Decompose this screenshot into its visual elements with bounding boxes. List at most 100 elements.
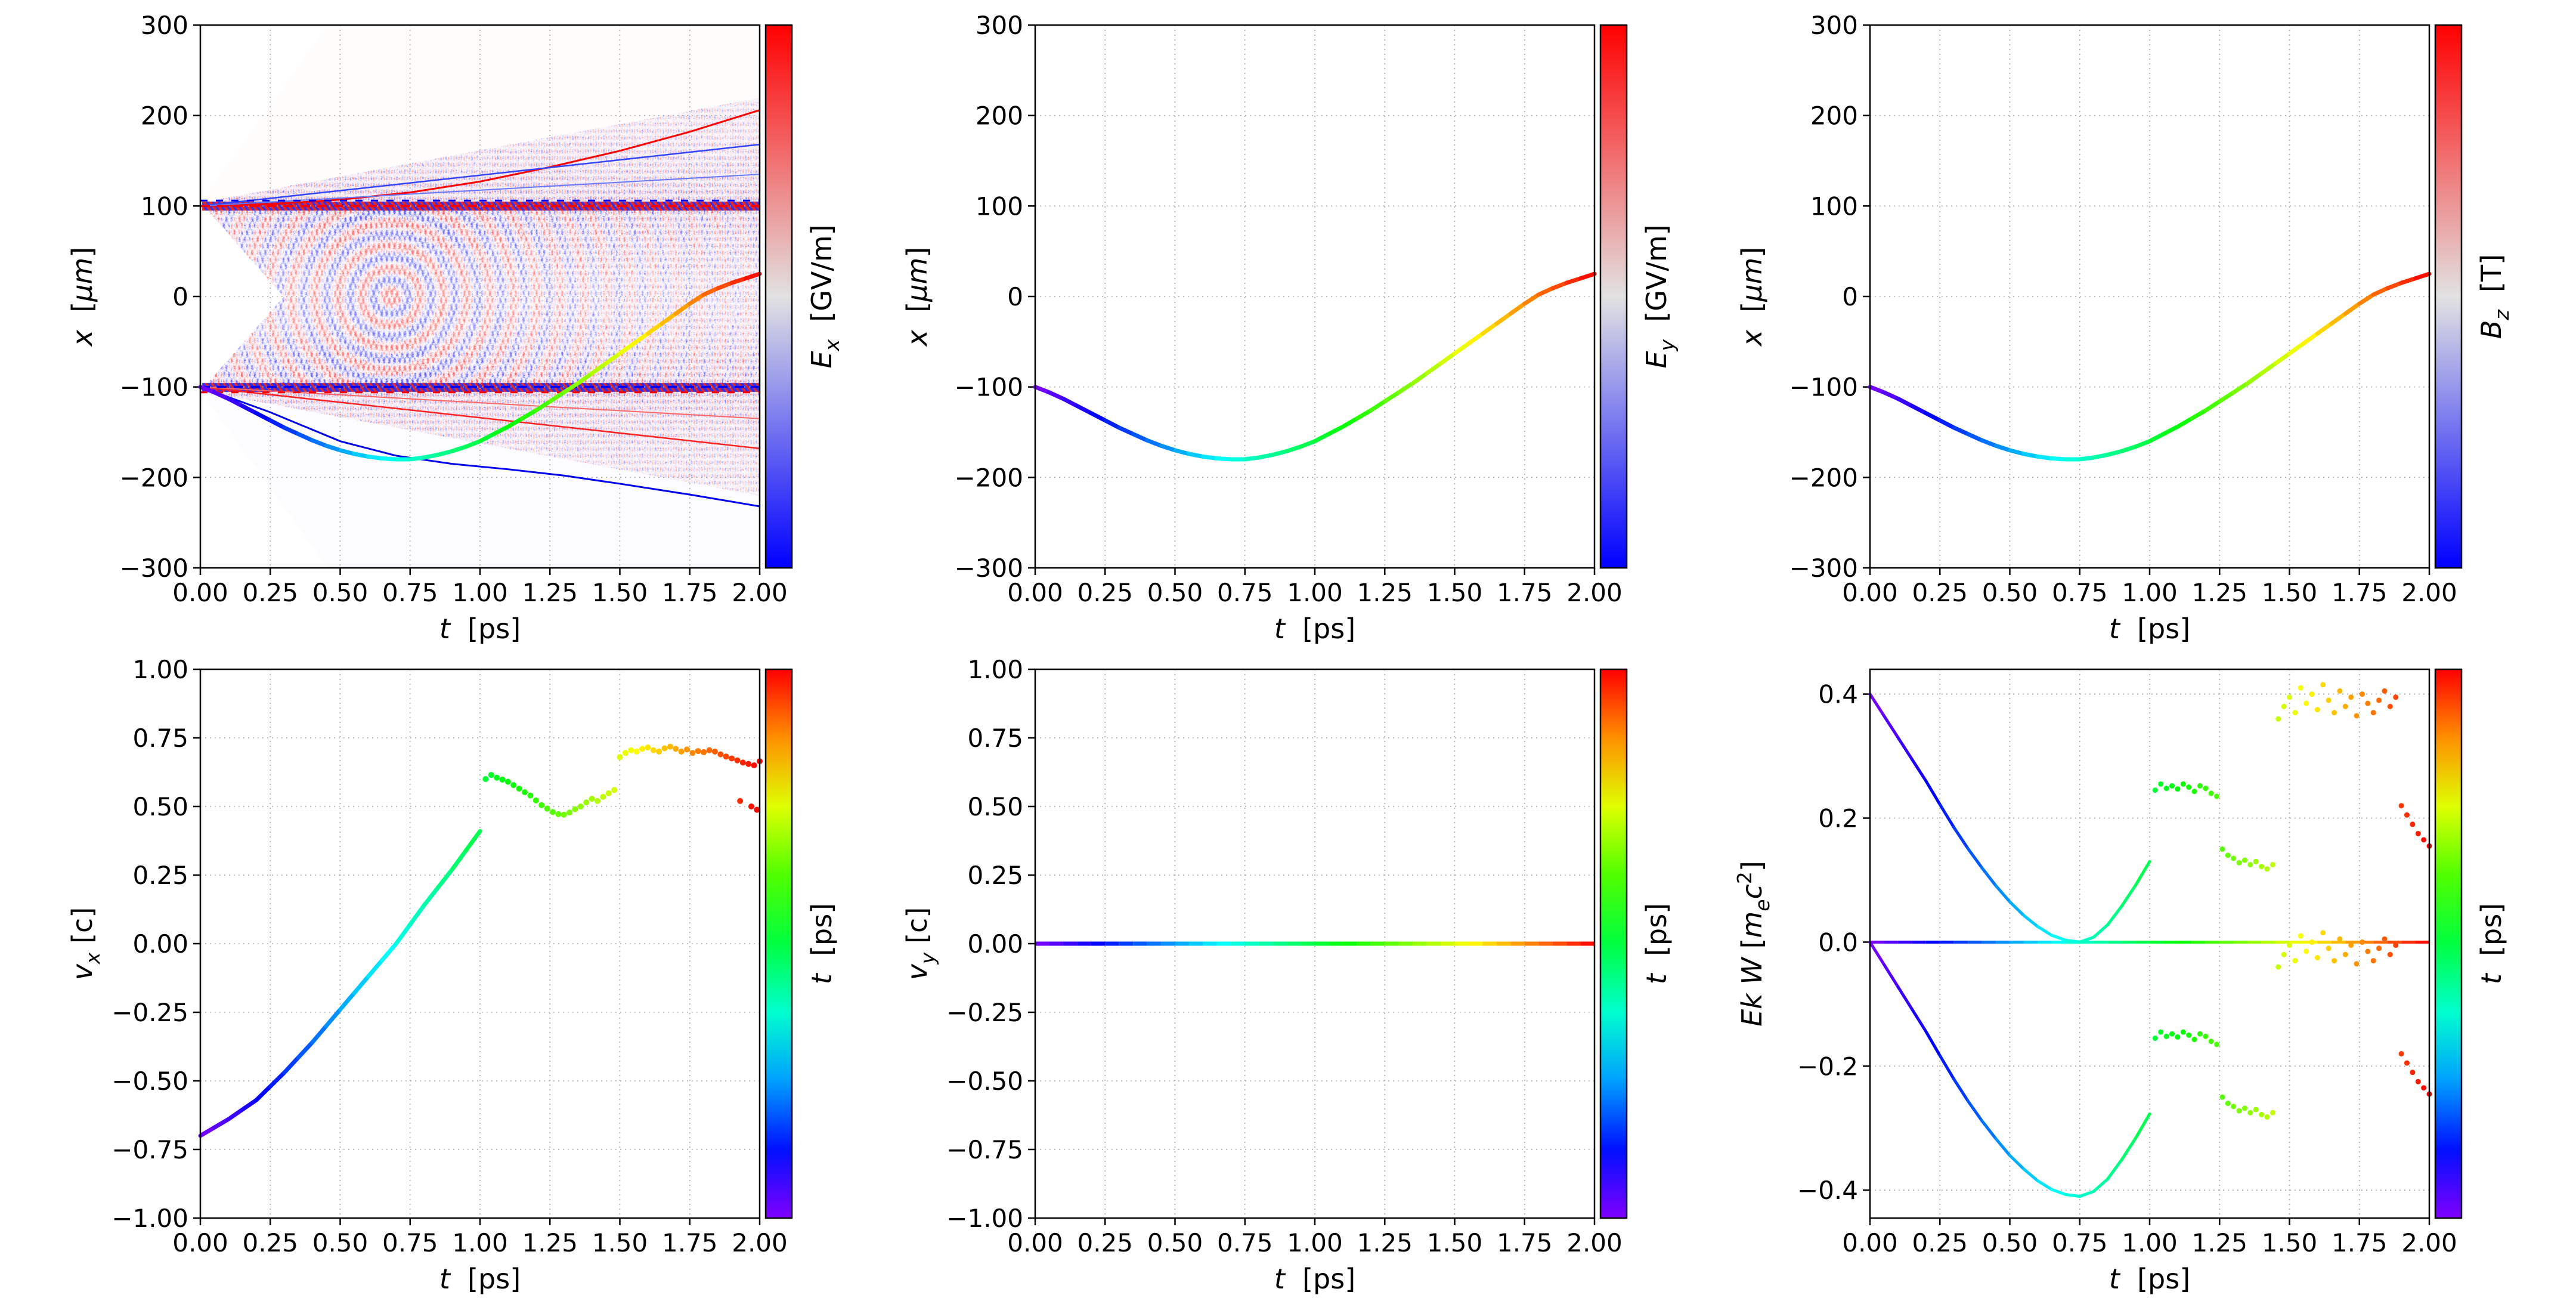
y-tick-label: −0.25 — [946, 998, 1023, 1027]
scatter-point — [2359, 939, 2365, 945]
scatter-point — [2191, 789, 2197, 795]
scatter-point — [745, 761, 752, 767]
colorbar — [2434, 668, 2463, 1219]
scatter-point — [516, 786, 522, 792]
scatter-point — [2309, 691, 2315, 697]
x-tick-label: 0.75 — [382, 1228, 438, 1257]
scatter-point — [2247, 1110, 2253, 1115]
scatter-point — [2337, 936, 2343, 942]
x-tick-label: 0.25 — [242, 578, 298, 607]
subplot-vx-t: 0.00 0.25 0.50 0.75 1.00 1.25 1.50 1.75 2.00 1.00… — [66, 655, 838, 1295]
scatter-point — [2348, 942, 2354, 948]
scatter-point — [2219, 846, 2225, 852]
scatter-point — [2320, 930, 2326, 936]
scatter-point — [661, 745, 668, 752]
scatter-point — [2163, 786, 2169, 792]
scatter-point — [2241, 1105, 2247, 1111]
scatter-point — [628, 747, 634, 753]
x-tick-label: 2.00 — [2401, 1228, 2457, 1257]
scatter-point — [2152, 787, 2158, 793]
scatter-point — [611, 787, 618, 793]
y-tick-label: −100 — [955, 373, 1023, 402]
scatter-point — [2332, 958, 2337, 964]
scatter-point — [2382, 688, 2388, 694]
y-tick-label: −100 — [1789, 373, 1858, 402]
scatter-point — [600, 793, 606, 800]
y-tick-label: −0.50 — [112, 1067, 188, 1096]
scatter-point — [737, 798, 744, 804]
scatter-point — [2236, 1108, 2242, 1114]
subplot-x-t-ex: 0.00 0.25 0.50 0.75 1.00 1.25 1.50 1.75 2.00 300 2… — [66, 11, 844, 645]
scatter-point — [633, 749, 640, 755]
scatter-point — [2270, 861, 2275, 867]
x-tick-label: 0.00 — [1842, 578, 1898, 607]
x-tick-label: 1.25 — [2191, 578, 2247, 607]
scatter-point — [2298, 933, 2303, 939]
scatter-point — [2281, 951, 2287, 957]
scatter-point — [2292, 710, 2298, 716]
y-tick-label: 200 — [141, 101, 188, 131]
x-tick-label: 1.00 — [1287, 1228, 1343, 1257]
scatter-point — [2370, 958, 2376, 964]
y-tick-label: 1.00 — [132, 655, 188, 684]
axis-label: x [μm] — [1736, 247, 1768, 347]
ex-field-heatmap — [200, 25, 760, 568]
axis-label: vy [c] — [901, 907, 939, 981]
y-tick-label: −200 — [120, 463, 188, 492]
scatter-point — [2203, 786, 2209, 792]
y-tick-label: 0.50 — [967, 792, 1023, 821]
scatter-point — [2359, 691, 2365, 697]
y-tick-label: 0.25 — [967, 861, 1023, 890]
plot-frame — [199, 24, 761, 569]
scatter-point — [2219, 1094, 2225, 1100]
scatter-point — [583, 799, 590, 806]
x-tick-label: 1.25 — [2191, 1228, 2247, 1257]
axis-label: t [ps] — [2109, 1263, 2190, 1295]
scatter-point — [2163, 1033, 2169, 1039]
x-tick-label: 1.25 — [1357, 1228, 1413, 1257]
plot-frame — [199, 668, 761, 1219]
y-tick-label: −1.00 — [112, 1204, 188, 1233]
scatter-point — [2314, 707, 2320, 713]
x-tick-label: 1.00 — [2122, 578, 2178, 607]
y-tick-label: 0.00 — [967, 929, 1023, 959]
scatter-point — [2214, 793, 2220, 799]
x-tick-label: 0.50 — [312, 1228, 369, 1257]
scatter-point — [2365, 948, 2371, 954]
scatter-point — [689, 750, 696, 756]
y-tick-label: 300 — [1810, 11, 1858, 40]
x-tick-label: 1.00 — [452, 578, 508, 607]
x-tick-label: 0.00 — [1842, 1228, 1898, 1257]
scatter-point — [739, 759, 746, 766]
scatter-point — [2158, 1029, 2164, 1035]
x-tick-label: 0.00 — [172, 578, 228, 607]
x-tick-label: 2.00 — [1566, 1228, 1623, 1257]
scatter-point — [2275, 716, 2281, 722]
y-tick-label: 200 — [1810, 101, 1858, 131]
scatter-point — [2231, 1104, 2237, 1110]
x-tick-label: 1.00 — [1287, 578, 1343, 607]
scatter-point — [2421, 837, 2427, 843]
scatter-point — [2180, 781, 2186, 787]
axis-label: Ex [GV/m] — [806, 224, 844, 368]
axis-label: t [ps] — [2475, 903, 2507, 984]
axis-label: t [ps] — [806, 903, 838, 984]
scatter-point — [2332, 710, 2337, 716]
scatter-point — [2241, 857, 2247, 863]
scatter-point — [589, 796, 595, 802]
scatter-point — [2247, 861, 2253, 867]
x-tick-label: 1.25 — [1357, 578, 1413, 607]
scatter-point — [2197, 783, 2203, 789]
scatter-point — [2287, 694, 2292, 700]
plot-frame — [1034, 24, 1596, 569]
scatter-point — [2314, 954, 2320, 960]
scatter-point — [2326, 945, 2332, 951]
scatter-point — [2303, 700, 2309, 706]
y-tick-label: 0 — [1007, 282, 1023, 311]
x-tick-label: 1.75 — [2332, 1228, 2388, 1257]
scatter-point — [2365, 700, 2371, 706]
field-boundary-line — [200, 386, 760, 508]
scatter-point — [2169, 1031, 2175, 1037]
scatter-point — [2393, 942, 2399, 948]
